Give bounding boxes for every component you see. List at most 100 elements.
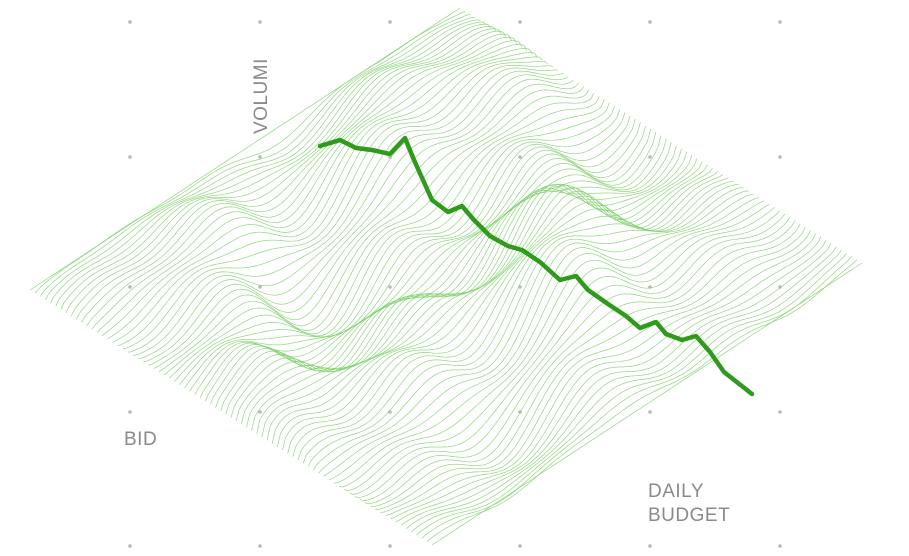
grid-dot	[648, 410, 652, 414]
surface-line	[133, 70, 564, 356]
grid-dot	[388, 285, 392, 289]
surface-line	[328, 197, 759, 480]
grid-dot	[258, 544, 262, 548]
surface-line	[174, 99, 605, 382]
surface-line	[34, 10, 466, 294]
surface-line	[122, 65, 553, 350]
surface-line	[235, 138, 667, 421]
background-grid-dots	[128, 20, 782, 548]
surface-line	[292, 174, 723, 457]
surface-line	[318, 190, 749, 474]
surface-line	[334, 200, 765, 484]
surface-line	[395, 239, 827, 523]
surface-line	[153, 86, 584, 369]
surface-line	[127, 67, 558, 353]
surface-line	[101, 48, 533, 337]
surface-line	[385, 233, 816, 516]
surface-line	[287, 171, 718, 454]
surface-line	[271, 161, 703, 444]
surface-line	[370, 223, 801, 508]
highlighted-profile-line	[317, 135, 755, 397]
grid-dot	[258, 285, 262, 289]
surface-line	[65, 26, 497, 314]
surface-line	[261, 154, 693, 438]
surface-line	[307, 184, 739, 467]
grid-dot	[648, 544, 652, 548]
grid-dot	[778, 155, 782, 159]
surface-line	[184, 105, 615, 389]
surface-line	[117, 60, 548, 346]
grid-dot	[128, 544, 132, 548]
surface-line	[163, 92, 595, 376]
axis-label-daily-budget: DAILY BUDGET	[648, 481, 731, 526]
surface-line	[204, 119, 636, 402]
grid-dot	[388, 20, 392, 24]
grid-dot	[258, 410, 262, 414]
surface-line	[45, 17, 476, 300]
grid-dot	[648, 20, 652, 24]
surface-line	[349, 210, 780, 495]
surface-line	[354, 213, 785, 499]
surface-line	[277, 164, 708, 447]
surface-line	[405, 246, 837, 529]
surface-line	[339, 203, 770, 488]
surface-line	[168, 96, 600, 379]
surface-line	[60, 23, 492, 310]
surface-line	[50, 19, 481, 304]
grid-dot	[518, 20, 522, 24]
surface-line	[302, 180, 734, 464]
surface-line	[81, 33, 512, 323]
surface-line	[86, 36, 518, 327]
grid-dot	[778, 410, 782, 414]
surface-line	[266, 158, 698, 441]
grid-dot	[128, 155, 132, 159]
grid-dot	[778, 544, 782, 548]
grid-dot	[778, 285, 782, 289]
grid-dot	[258, 155, 262, 159]
grid-dot	[388, 544, 392, 548]
surface-line	[70, 28, 502, 317]
surface-line	[359, 217, 791, 502]
surface-line	[431, 262, 863, 546]
surface-line	[344, 207, 775, 492]
surface-line	[297, 177, 729, 461]
surface-line	[199, 115, 631, 399]
surface-line	[411, 249, 842, 533]
surface-line	[96, 44, 528, 333]
surface-line	[107, 52, 538, 340]
surface-line	[421, 256, 852, 539]
surface-line	[91, 40, 523, 330]
wireframe-surface	[29, 7, 863, 546]
surface-line	[240, 141, 672, 425]
surface-line	[225, 132, 657, 415]
surface-line	[426, 259, 858, 542]
grid-dot	[128, 285, 132, 289]
surface-line	[380, 230, 811, 513]
surface-line	[364, 220, 796, 505]
grid-dot	[648, 155, 652, 159]
surface-line	[40, 14, 471, 297]
surface-line	[143, 78, 574, 363]
surface-line	[138, 74, 569, 360]
surface-line	[179, 102, 610, 386]
surface-line	[282, 167, 713, 451]
axis-label-volumi: VOLUMI	[251, 58, 272, 134]
surface-line	[189, 109, 621, 392]
grid-dot	[258, 20, 262, 24]
grid-dot	[128, 410, 132, 414]
surface-line	[55, 21, 487, 307]
surface-line	[230, 135, 662, 418]
surface-line	[390, 236, 822, 520]
grid-dot	[128, 20, 132, 24]
surface-line	[210, 122, 641, 405]
surface-line	[416, 252, 847, 536]
surface-line	[112, 56, 543, 343]
grid-dot	[518, 544, 522, 548]
surface-line	[400, 243, 832, 526]
surface-line	[323, 193, 754, 477]
surface-line	[158, 89, 590, 373]
surface-line	[215, 125, 646, 408]
grid-dot	[518, 155, 522, 159]
surface-line	[375, 226, 806, 510]
surface-line	[148, 82, 579, 366]
